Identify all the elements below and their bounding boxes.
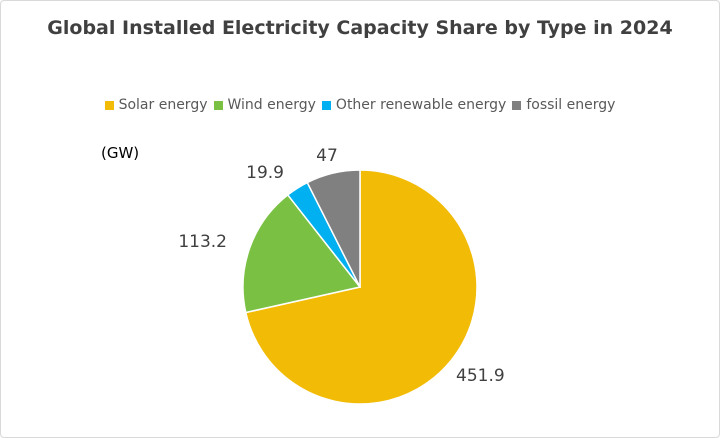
legend-item-other-renewable: Other renewable energy (321, 97, 507, 113)
legend-swatch-other-renewable (321, 100, 331, 110)
legend-label-other-renewable: Other renewable energy (335, 97, 507, 113)
unit-label: (GW) (101, 144, 140, 162)
chart-legend: Solar energy Wind energy Other renewable… (1, 97, 719, 113)
legend-swatch-solar (104, 100, 114, 110)
data-label-solar: 451.9 (456, 366, 505, 386)
legend-swatch-wind (213, 100, 223, 110)
chart-title: Global Installed Electricity Capacity Sh… (47, 17, 673, 39)
data-label-wind: 113.2 (178, 232, 227, 252)
pie-slice-fossil (306, 169, 361, 288)
legend-label-solar: Solar energy (118, 97, 208, 113)
pie-slice-wind (242, 193, 362, 314)
legend-item-solar: Solar energy (104, 97, 208, 113)
data-label-fossil: 47 (316, 146, 338, 166)
data-label-other-renewable: 19.9 (246, 163, 284, 183)
legend-item-wind: Wind energy (213, 97, 316, 113)
legend-swatch-fossil (512, 100, 522, 110)
legend-label-fossil: fossil energy (526, 97, 616, 113)
legend-item-fossil: fossil energy (512, 97, 615, 113)
legend-label-wind: Wind energy (227, 97, 316, 113)
pie-slice-solar (244, 169, 478, 405)
